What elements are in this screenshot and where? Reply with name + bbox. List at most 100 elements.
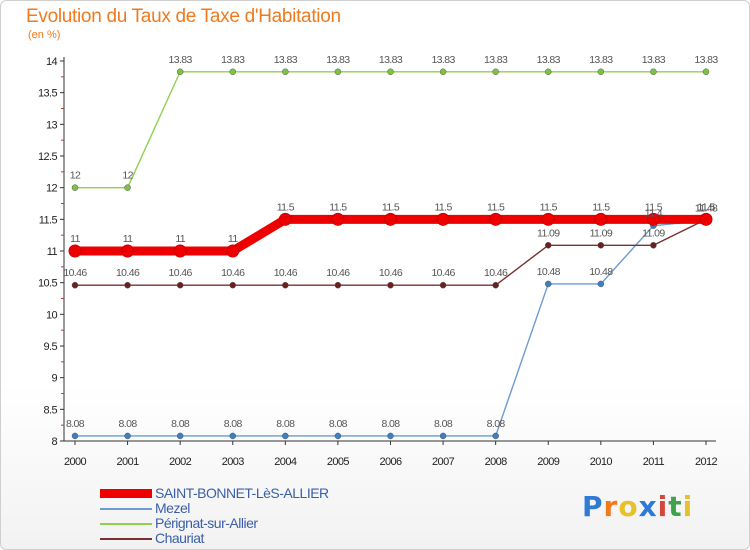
- y-tick-label: 9.5: [44, 341, 58, 353]
- data-point: [492, 432, 499, 440]
- data-label: 11.5: [592, 201, 610, 213]
- logo-letter: P: [582, 490, 604, 523]
- data-point: [229, 68, 236, 76]
- legend-label: Mezel: [155, 500, 190, 516]
- data-label: 13.83: [431, 54, 455, 66]
- data-label: 11.09: [590, 227, 613, 239]
- data-point: [124, 184, 131, 191]
- data-label: 11.5: [382, 201, 400, 213]
- chart-legend: SAINT-BONNET-LèS-ALLIER Mezel Pérignat-sur…: [100, 486, 420, 546]
- data-label: 13.83: [589, 54, 613, 66]
- logo-letter: t: [668, 490, 683, 523]
- x-tick-label: 2007: [432, 456, 455, 468]
- data-label: 11.5: [645, 201, 663, 213]
- logo-letter: r: [603, 490, 619, 523]
- data-label: 10.46: [63, 267, 87, 279]
- data-point: [541, 212, 555, 226]
- y-tick-label: 8: [51, 436, 57, 448]
- data-label: 11: [175, 233, 185, 245]
- data-label: 11: [228, 233, 238, 245]
- legend-label: Pérignat-sur-Allier: [155, 515, 258, 531]
- data-label: 10.48: [589, 266, 613, 278]
- y-tick-label: 13.5: [38, 88, 57, 100]
- data-point: [702, 68, 710, 76]
- data-label: 13.83: [484, 54, 508, 66]
- y-tick-label: 11.5: [39, 214, 58, 226]
- data-point: [597, 280, 605, 288]
- data-label: 8.08: [119, 418, 138, 430]
- data-label: 10.46: [169, 267, 193, 279]
- data-label: 11.5: [540, 201, 558, 213]
- data-point: [124, 432, 131, 440]
- line-chart: 8 8.5 9 9.5 10 10.5 11 11.5 12 12.5 13 13.5 14 2000 20…: [38, 54, 719, 468]
- data-label: 13.83: [379, 54, 403, 66]
- data-point: [387, 281, 394, 289]
- logo-letter: o: [618, 490, 639, 523]
- y-tick-label: 13: [46, 119, 58, 131]
- x-tick-label: 2008: [485, 456, 508, 468]
- legend-item: SAINT-BONNET-LèS-ALLIER: [100, 486, 420, 501]
- x-tick-label: 2010: [590, 456, 613, 468]
- data-point: [282, 68, 289, 76]
- y-tick-label: 8.5: [44, 404, 58, 416]
- data-label: 12: [122, 170, 133, 182]
- data-point: [597, 242, 605, 249]
- data-label: 11.5: [487, 201, 505, 213]
- data-label: 11.4: [645, 208, 663, 220]
- data-label: 10.46: [484, 267, 508, 279]
- chart-title: Evolution du Taux de Taxe d'Habitation: [26, 6, 341, 27]
- data-label: 10.46: [431, 267, 455, 279]
- data-label: 11.5: [329, 201, 347, 213]
- data-label: 13.83: [537, 54, 561, 66]
- data-point: [646, 212, 660, 226]
- data-point: [176, 432, 184, 440]
- data-label: 13.83: [169, 54, 193, 66]
- logo-letter: i: [657, 490, 669, 523]
- data-label: 11: [70, 233, 80, 245]
- chart-unit-label: (en %): [28, 29, 61, 41]
- x-tick-label: 2001: [117, 456, 140, 468]
- data-point: [334, 432, 342, 440]
- data-point: [173, 244, 187, 258]
- data-point: [492, 68, 499, 76]
- y-tick-label: 10: [46, 309, 58, 321]
- data-label: 10.46: [379, 267, 403, 279]
- data-point: [650, 68, 657, 76]
- data-label: 12: [70, 170, 81, 182]
- x-tick-label: 2004: [274, 456, 297, 468]
- data-point: [71, 184, 79, 191]
- data-label: 11.5: [434, 201, 452, 213]
- y-tick-label: 11: [47, 246, 58, 258]
- y-tick-label: 14: [46, 56, 58, 68]
- y-tick-label: 10.5: [38, 278, 57, 290]
- data-point: [489, 212, 503, 226]
- data-label: 10.46: [116, 267, 140, 279]
- data-point: [124, 281, 131, 289]
- data-point: [387, 432, 394, 440]
- data-point: [699, 212, 713, 226]
- data-label: 8.08: [171, 418, 190, 430]
- y-tick-label: 12: [46, 183, 58, 195]
- data-point: [334, 68, 342, 76]
- data-point: [282, 281, 289, 289]
- data-point: [439, 68, 447, 76]
- data-point: [387, 68, 394, 76]
- data-point: [334, 281, 342, 289]
- data-label: 8.08: [434, 418, 453, 430]
- data-label: 8.08: [224, 418, 243, 430]
- data-label: 11.09: [642, 227, 665, 239]
- logo-letter: i: [682, 490, 694, 523]
- data-point: [229, 281, 236, 289]
- x-tick-label: 2009: [537, 456, 560, 468]
- data-point: [384, 212, 397, 226]
- data-label: 11.5: [277, 201, 295, 213]
- data-label: 8.08: [276, 418, 295, 430]
- data-label: 11: [123, 233, 133, 245]
- legend-label: Chauriat: [155, 530, 204, 546]
- data-label: 8.08: [487, 418, 506, 430]
- x-tick-label: 2011: [643, 456, 665, 468]
- data-label: 11.5: [697, 201, 715, 213]
- data-point: [492, 281, 499, 289]
- data-point: [71, 432, 79, 440]
